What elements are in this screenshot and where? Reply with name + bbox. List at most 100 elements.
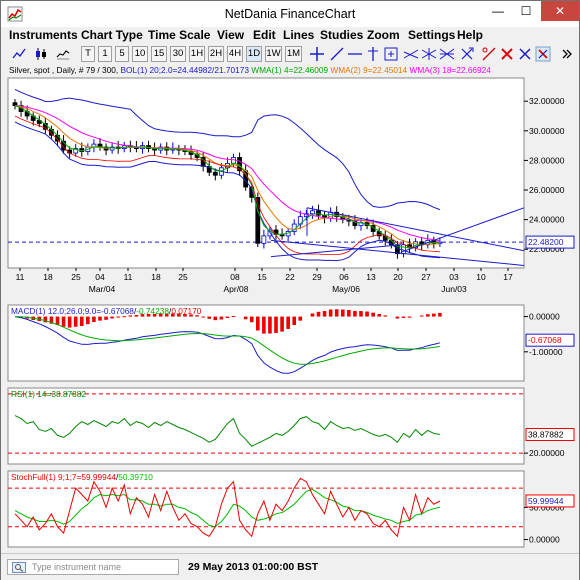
stoch-current-label: 59.99944: [528, 496, 564, 506]
crosshair-icon[interactable]: [309, 46, 325, 62]
period-button-1H[interactable]: 1H: [189, 46, 205, 62]
rsi-line: [14, 415, 440, 447]
trendline-3[interactable]: [270, 244, 402, 258]
rsi-y-label: 20.00000: [529, 448, 565, 458]
menu-time-scale[interactable]: Time Scale: [148, 28, 211, 42]
macd-histogram-bar: [158, 313, 163, 317]
x-month-label: Mar/04: [89, 284, 116, 294]
period-button-1[interactable]: 1: [98, 46, 112, 62]
period-button-2H[interactable]: 2H: [208, 46, 224, 62]
candle[interactable]: [73, 143, 79, 157]
macd-histogram-bar: [225, 316, 230, 319]
menu-lines[interactable]: Lines: [283, 28, 315, 42]
horizontal-line-icon[interactable]: [347, 46, 363, 62]
macd-histogram-bar: [243, 316, 248, 320]
hide-icon[interactable]: [517, 46, 533, 62]
macd-histogram-bar: [122, 316, 127, 318]
close-button[interactable]: ✕: [541, 1, 579, 21]
chart-area[interactable]: 32.00000 30.00000 28.00000 26.00000 24.00000…: [1, 1, 580, 553]
macd-histogram-bar: [177, 313, 181, 317]
macd-title: MACD(1) 12.0;26.0;9.0=-0.67068/-0.74238/…: [11, 306, 202, 316]
menu-help[interactable]: Help: [457, 28, 484, 42]
line-chart-icon[interactable]: [11, 46, 27, 62]
macd-y-label: -1.00000: [529, 347, 563, 357]
period-button-T[interactable]: T: [81, 46, 95, 62]
current-price-label: 22.48200: [528, 237, 564, 247]
wma1-line: [14, 105, 440, 249]
menu-settings[interactable]: Settings: [408, 28, 456, 42]
trendline-4[interactable]: [400, 207, 525, 253]
stoch-k-line: [14, 477, 441, 538]
macd-histogram-bar: [189, 314, 193, 317]
macd-histogram-bar: [262, 316, 266, 334]
macd-histogram-bar: [432, 313, 436, 317]
expand-icon[interactable]: [559, 46, 575, 62]
draw-icon[interactable]: [481, 46, 497, 62]
menu-studies[interactable]: Studies: [320, 28, 364, 42]
period-button-4H[interactable]: 4H: [227, 46, 243, 62]
macd-panel[interactable]: [7, 304, 525, 382]
arrows-icon[interactable]: [459, 46, 475, 62]
period-button-1M[interactable]: 1M: [285, 46, 302, 62]
candlestick-icon[interactable]: [33, 46, 49, 62]
app-logo-icon: [7, 6, 23, 22]
period-button-5[interactable]: 5: [115, 46, 129, 62]
menu-chart-type[interactable]: Chart Type: [81, 28, 143, 42]
title-bar[interactable]: NetDania FinanceChart — ☐ ✕: [1, 1, 579, 27]
macd-histogram-bar: [371, 312, 375, 317]
macd-histogram-bar: [383, 315, 388, 317]
price-y-label: 30.00000: [529, 126, 565, 136]
candle[interactable]: [255, 192, 261, 248]
trendline-2[interactable]: [306, 207, 525, 252]
macd-histogram-bar: [92, 316, 96, 323]
period-button-15[interactable]: 15: [151, 46, 167, 62]
bar-chart-icon[interactable]: [55, 46, 71, 62]
x-tick-label: 29: [312, 272, 322, 282]
delete-icon[interactable]: [499, 46, 515, 62]
wma3-line: [14, 105, 440, 242]
remove-lines-icon[interactable]: [535, 46, 551, 62]
trend-line-icon[interactable]: [329, 46, 345, 62]
period-button-10[interactable]: 10: [132, 46, 148, 62]
price-y-label: 28.00000: [529, 155, 565, 165]
current-price-box: [525, 235, 575, 249]
fibonacci-icon[interactable]: [421, 46, 437, 62]
macd-histogram-bar: [353, 310, 357, 317]
instrument-search[interactable]: [7, 559, 179, 575]
x-tick-label: 13: [366, 272, 376, 282]
macd-histogram-bar: [67, 316, 72, 328]
minimize-button[interactable]: —: [492, 4, 504, 18]
menu-instruments[interactable]: Instruments: [9, 28, 78, 42]
menu-view[interactable]: View: [217, 28, 245, 42]
text-tool-icon[interactable]: [439, 46, 455, 62]
menu-zoom[interactable]: Zoom: [367, 28, 400, 42]
trendline-1[interactable]: [270, 239, 525, 267]
zoom-icon[interactable]: [383, 46, 399, 62]
menu-edit[interactable]: Edit: [253, 28, 276, 42]
candle[interactable]: [61, 135, 66, 154]
maximize-button[interactable]: ☐: [520, 4, 532, 18]
x-tick-label: 04: [95, 272, 105, 282]
macd-histogram-bar: [73, 316, 78, 327]
macd-histogram-bar: [219, 316, 224, 320]
x-tick-label: 15: [257, 272, 267, 282]
x-month-label: Jun/03: [441, 284, 467, 294]
macd-histogram-bar: [249, 316, 254, 323]
period-button-30[interactable]: 30: [170, 46, 186, 62]
x-month-label: May/06: [332, 284, 360, 294]
vertical-line-icon[interactable]: [365, 46, 381, 62]
price-y-label: 22.00000: [529, 244, 565, 254]
macd-histogram-bar: [98, 316, 102, 321]
macd-histogram-bar: [286, 316, 290, 329]
macd-histogram-bar: [164, 313, 169, 317]
macd-histogram-bar: [104, 316, 108, 320]
channel-icon[interactable]: [403, 46, 419, 62]
period-button-1D[interactable]: 1D: [246, 46, 262, 62]
rsi-panel[interactable]: [7, 387, 525, 465]
candle[interactable]: [261, 229, 267, 249]
macd-histogram-bar: [128, 315, 133, 317]
period-button-1W[interactable]: 1W: [265, 46, 282, 62]
macd-histogram-bar: [377, 314, 381, 317]
instrument-search-input[interactable]: [32, 561, 176, 573]
